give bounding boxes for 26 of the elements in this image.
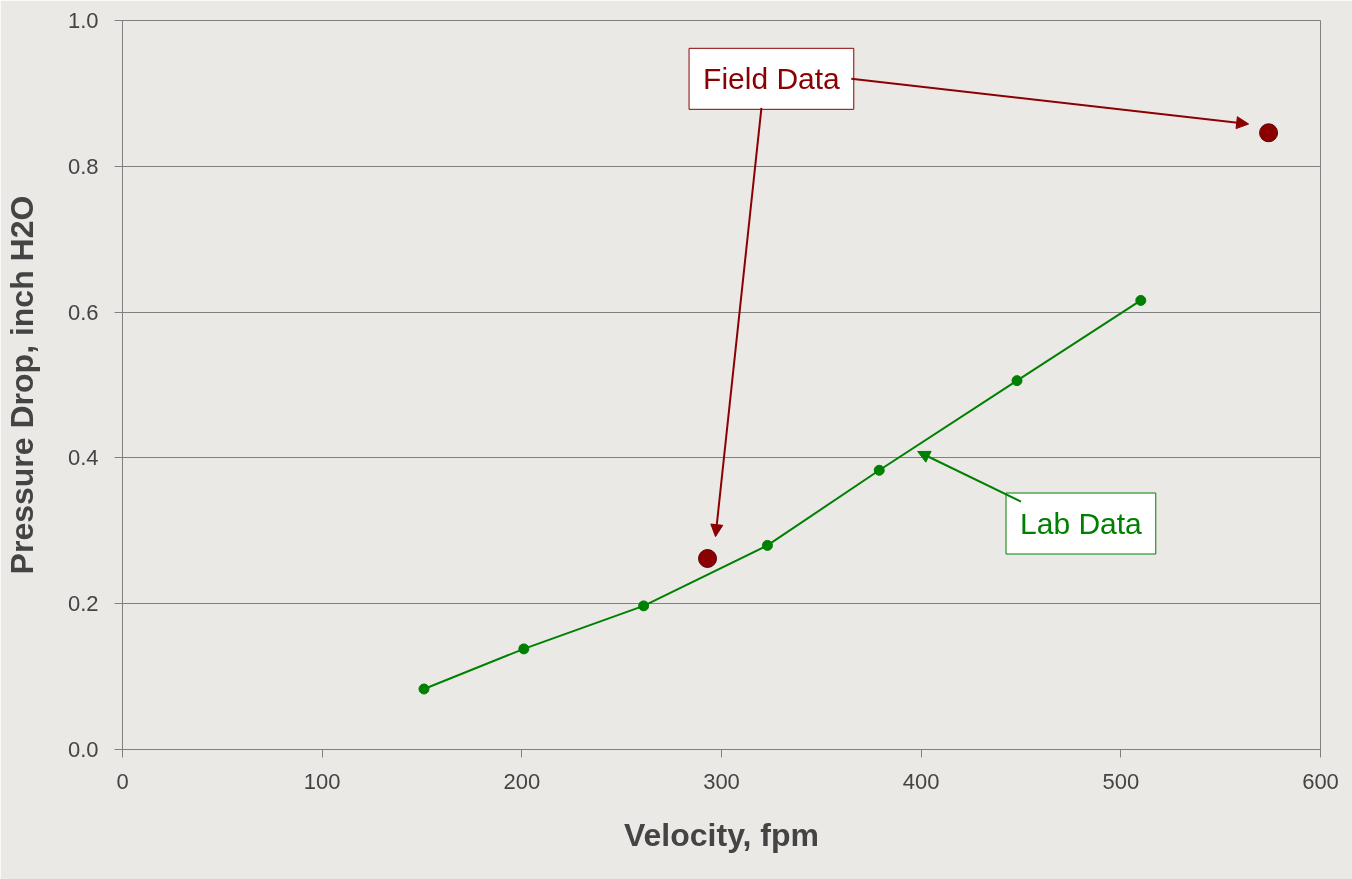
x-tick-label: 500 [1102, 768, 1140, 794]
y-tick-label: 0.4 [67, 445, 99, 471]
point [1259, 123, 1279, 143]
x-axis-title: Velocity, fpm [623, 816, 820, 853]
point [1011, 375, 1023, 387]
point [418, 683, 430, 695]
x-tick-label: 100 [303, 768, 341, 794]
y-tick-label: 0.6 [67, 299, 99, 325]
y-tick-label: 0.8 [67, 153, 99, 179]
point [873, 464, 885, 476]
y-tick-label: 1.0 [67, 8, 99, 33]
x-tick-label: 400 [902, 768, 940, 794]
text: Field Data [703, 62, 841, 96]
point [518, 643, 530, 655]
point [638, 600, 650, 612]
x-tick-label: 300 [703, 768, 740, 794]
point [761, 539, 773, 551]
y-tick-label: 0.0 [67, 737, 99, 762]
y-axis-title: Pressure Drop, inch H2O [3, 195, 40, 575]
x-tick-label: 0 [116, 768, 129, 794]
point [698, 549, 718, 568]
point [1135, 294, 1147, 306]
x-tick-label: 200 [503, 768, 541, 794]
x-tick-label: 600 [1302, 768, 1339, 794]
text: Lab Data [1020, 507, 1143, 541]
y-tick-label: 0.2 [67, 591, 99, 617]
